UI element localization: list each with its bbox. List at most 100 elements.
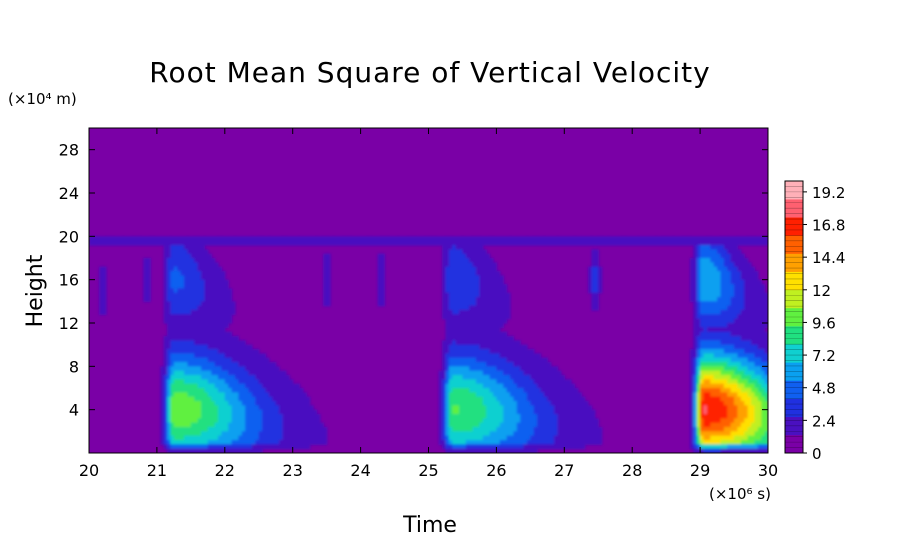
field-cell [258,448,263,453]
field-cell [167,392,172,398]
field-cell [611,236,616,242]
field-cell [163,409,168,415]
field-cell [218,301,223,307]
field-cell [190,362,195,367]
field-cell [693,431,698,437]
x-axis: 20 21 22 23 24 25 26 27 28 29 30 [79,128,778,480]
field-cell [224,440,229,445]
field-cell [465,292,470,298]
field-cell [706,340,711,346]
field-cell [509,379,514,385]
field-cell [275,401,280,406]
field-cell [747,405,752,411]
field-cell [761,435,766,441]
field-cell [459,245,464,250]
field-cell [700,353,705,359]
field-cell [234,344,239,350]
field-cell [747,275,752,281]
field-cell [204,288,209,294]
field-cell [560,383,565,389]
field-cell [272,427,277,432]
field-cell [438,422,443,428]
field-cell [740,440,745,445]
field-cell [163,375,168,380]
field-cell [445,344,450,350]
field-cell [231,414,236,419]
field-cell [459,279,464,285]
field-cell [285,414,290,419]
field-cell [496,275,501,281]
field-cell [581,236,586,242]
field-cell [499,331,504,337]
field-cell [730,253,735,259]
field-cell [672,240,677,246]
field-cell [452,275,457,281]
field-cell [720,427,725,432]
field-cell [506,357,511,363]
field-cell [720,297,725,302]
field-cell [445,236,450,242]
field-cell [302,401,307,406]
field-cell [465,262,470,268]
field-cell [211,366,216,372]
field-cell [228,375,233,380]
field-cell [496,418,501,424]
field-cell [180,275,185,281]
field-cell [126,236,131,242]
field-cell [102,279,107,285]
field-cell [462,240,467,246]
field-cell [638,236,643,242]
field-cell [622,236,627,242]
field-cell [503,431,508,437]
field-cell [530,427,535,432]
field-cell [245,414,250,419]
field-cell [757,379,762,385]
field-cell [764,305,768,311]
field-cell [740,258,745,263]
field-cell [710,357,715,363]
field-cell [689,288,694,294]
field-cell [258,366,263,372]
field-cell [299,418,304,424]
field-cell [194,340,199,346]
field-cell [499,366,504,372]
field-cell [207,284,212,289]
field-cell [241,357,246,363]
field-cell [543,383,548,389]
field-cell [761,375,766,380]
field-cell [258,375,263,380]
field-cell [306,409,311,415]
field-cell [700,327,705,333]
field-cell [489,336,494,341]
field-cell [723,422,728,428]
field-cell [594,297,599,302]
field-cell [486,292,491,298]
field-cell [503,349,508,354]
field-cell [190,353,195,359]
field-cell [272,444,277,450]
field-cell [228,357,233,363]
field-cell [764,405,768,411]
field-cell [459,396,464,402]
colorbar-swatch [785,344,803,363]
field-cell [727,375,732,380]
field-cell [751,297,756,302]
field-cell [190,310,195,315]
field-cell [370,240,375,246]
field-cell [734,405,739,411]
field-cell [713,266,718,272]
field-cell [747,440,752,445]
field-cell [523,405,528,411]
field-cell [221,401,226,406]
field-cell [757,353,762,359]
field-cell [245,379,250,385]
field-cell [472,383,477,389]
field-cell [588,240,593,246]
field-cell [737,314,742,320]
field-cell [550,379,555,385]
colorbar-label: 9.6 [812,314,836,332]
field-cell [211,271,216,276]
field-cell [513,431,518,437]
field-cell [734,258,739,263]
field-cell [167,336,172,341]
